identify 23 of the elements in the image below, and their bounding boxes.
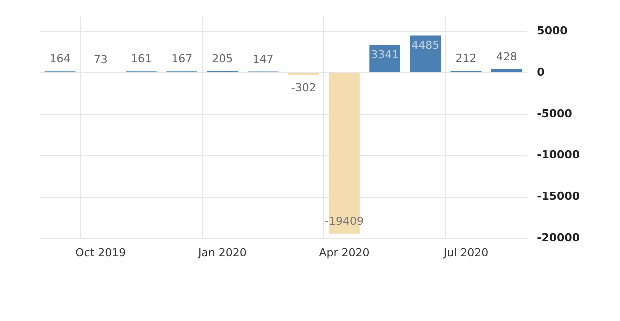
x-tick-label: Jul 2020 — [442, 246, 489, 260]
bar — [491, 69, 522, 72]
data-label: 73 — [94, 53, 108, 66]
y-tick-label: -15000 — [537, 190, 580, 204]
data-label: 428 — [496, 50, 518, 64]
bar — [410, 36, 442, 72]
data-label: 3341 — [371, 48, 400, 62]
data-label: 161 — [130, 52, 152, 66]
y-tick-label: 0 — [537, 66, 546, 79]
data-label: 167 — [172, 52, 193, 66]
data-label: 147 — [252, 52, 274, 66]
data-label: 164 — [50, 52, 71, 66]
data-label: -302 — [291, 81, 316, 94]
x-tick-label: Oct 2019 — [76, 246, 126, 260]
y-tick-label: 5000 — [537, 24, 568, 38]
data-label: 205 — [212, 52, 234, 66]
y-tick-label: -10000 — [537, 148, 580, 162]
data-label: 4485 — [412, 38, 440, 52]
y-tick-label: -5000 — [537, 107, 573, 120]
x-tick-label: Jan 2020 — [197, 246, 247, 260]
data-label: 212 — [456, 52, 477, 66]
x-tick-label: Apr 2020 — [319, 246, 370, 260]
y-tick-label: -20000 — [537, 232, 580, 245]
